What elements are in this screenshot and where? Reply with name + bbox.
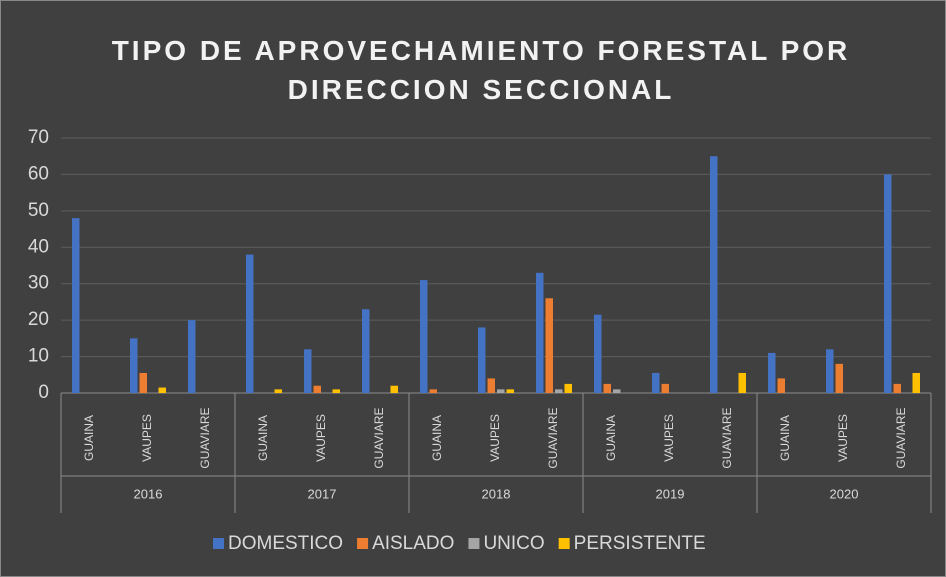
bar	[545, 298, 553, 393]
bar	[390, 385, 398, 393]
legend-label: PERSISTENTE	[574, 533, 706, 554]
bar	[72, 218, 80, 393]
bar	[188, 320, 196, 393]
bar	[613, 389, 621, 393]
x-tick-label: GUAVIARE	[546, 407, 560, 468]
bar	[555, 389, 563, 393]
bar	[362, 309, 370, 393]
y-tick-label: 70	[28, 127, 49, 148]
bar	[158, 387, 166, 393]
y-tick-label: 50	[28, 200, 49, 221]
bar	[429, 389, 437, 393]
y-tick-label: 20	[28, 309, 49, 330]
bar	[420, 280, 428, 393]
bar	[313, 385, 321, 393]
bar	[304, 349, 312, 393]
x-tick-label: VAUPES	[314, 414, 328, 462]
bar	[912, 372, 920, 393]
bar	[594, 314, 602, 393]
bar	[536, 272, 544, 393]
bar	[826, 349, 834, 393]
bar	[332, 389, 340, 393]
group-label: 2019	[656, 486, 685, 501]
x-tick-label: GUAINA	[82, 415, 96, 461]
bar	[710, 156, 718, 393]
x-tick-label: VAUPES	[488, 414, 502, 462]
y-tick-label: 60	[28, 163, 49, 184]
bar	[274, 389, 282, 393]
bar	[652, 372, 660, 393]
bar	[893, 383, 901, 393]
x-tick-label: GUAINA	[256, 415, 270, 461]
x-tick-label: VAUPES	[140, 414, 154, 462]
y-tick-label: 10	[28, 346, 49, 367]
bar	[139, 372, 147, 393]
group-label: 2018	[482, 486, 511, 501]
legend-swatch	[558, 538, 570, 549]
bar	[777, 378, 785, 393]
legend-swatch	[468, 538, 480, 549]
x-tick-label: GUAINA	[604, 415, 618, 461]
bar	[564, 383, 572, 393]
x-tick-label: VAUPES	[836, 414, 850, 462]
x-tick-label: GUAINA	[778, 415, 792, 461]
bar	[497, 389, 505, 393]
bar	[884, 174, 892, 393]
bar	[246, 254, 254, 393]
chart-title: TIPO DE APROVECHAMIENTO FORESTAL POR DIR…	[111, 35, 851, 105]
legend-swatch	[357, 538, 369, 549]
x-tick-label: GUAVIARE	[894, 407, 908, 468]
bar	[603, 383, 611, 393]
bar	[506, 389, 514, 393]
group-label: 2016	[134, 486, 163, 501]
y-tick-label: 0	[38, 382, 49, 403]
x-tick-label: VAUPES	[662, 414, 676, 462]
x-tick-label: GUAVIARE	[198, 407, 212, 468]
legend: DOMESTICO AISLADO UNICO PERSISTENTE	[213, 533, 706, 554]
group-label: 2020	[830, 486, 859, 501]
x-tick-label: GUAINA	[430, 415, 444, 461]
x-tick-label: GUAVIARE	[372, 407, 386, 468]
y-tick-label: 30	[28, 273, 49, 294]
bar	[487, 378, 495, 393]
y-tick-label: 40	[28, 236, 49, 257]
group-label: 2017	[308, 486, 337, 501]
bar	[738, 372, 746, 393]
legend-label: AISLADO	[372, 533, 454, 554]
legend-label: UNICO	[483, 533, 544, 554]
bar	[835, 363, 843, 393]
legend-label: DOMESTICO	[228, 533, 343, 554]
bar	[768, 352, 776, 393]
bar	[478, 327, 486, 393]
bar	[661, 383, 669, 393]
bar	[130, 338, 138, 393]
x-tick-label: GUAVIARE	[720, 407, 734, 468]
legend-swatch	[213, 538, 224, 549]
